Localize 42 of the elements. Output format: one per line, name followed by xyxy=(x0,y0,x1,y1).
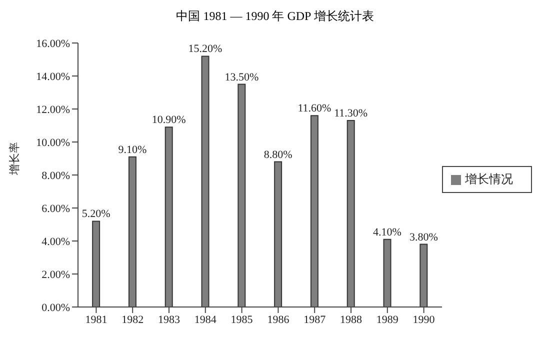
x-tick-label: 1984 xyxy=(194,314,217,326)
y-tick-label: 14.00% xyxy=(36,70,70,83)
bar xyxy=(274,161,282,307)
bar xyxy=(310,115,318,307)
x-tick-label: 1990 xyxy=(412,314,436,326)
bar xyxy=(238,84,246,307)
data-label: 8.80% xyxy=(264,148,292,161)
x-tick-label: 1982 xyxy=(122,314,144,326)
data-label: 10.90% xyxy=(152,114,186,126)
data-label: 15.20% xyxy=(188,43,222,56)
data-label: 4.10% xyxy=(373,226,402,238)
data-label: 11.60% xyxy=(298,102,332,115)
bar xyxy=(92,220,100,307)
x-tick-label: 1983 xyxy=(158,314,180,326)
y-axis-title: 增长率 xyxy=(8,142,21,176)
y-tick-label: 6.00% xyxy=(42,202,70,215)
bar xyxy=(164,126,173,307)
bar xyxy=(420,244,428,307)
data-label: 3.80% xyxy=(409,231,438,244)
data-label: 9.10% xyxy=(118,144,147,156)
y-tick-label: 0.00% xyxy=(42,302,70,314)
legend-label: 增长情况 xyxy=(465,172,513,186)
bar xyxy=(383,238,392,307)
x-tick-label: 1981 xyxy=(85,314,108,326)
bar xyxy=(201,56,210,307)
data-label: 5.20% xyxy=(82,208,110,220)
y-tick-label: 4.00% xyxy=(42,236,70,248)
x-tick-label: 1988 xyxy=(340,314,362,326)
bar xyxy=(128,156,136,307)
data-label: 13.50% xyxy=(224,71,259,84)
y-tick-label: 2.00% xyxy=(42,268,70,281)
y-tick-label: 16.00% xyxy=(36,38,70,50)
bar xyxy=(346,120,355,307)
x-tick-label: 1985 xyxy=(230,314,254,326)
y-tick-label: 12.00% xyxy=(36,104,70,116)
y-tick-label: 10.00% xyxy=(36,136,70,149)
data-label: 11.30% xyxy=(334,108,368,120)
chart-title: 中国 1981 — 1990 年 GDP 增长统计表 xyxy=(175,8,375,25)
x-tick-label: 1986 xyxy=(267,314,290,326)
y-tick-label: 8.00% xyxy=(42,170,70,182)
x-tick-label: 1987 xyxy=(304,314,326,326)
x-tick-label: 1989 xyxy=(376,314,399,326)
